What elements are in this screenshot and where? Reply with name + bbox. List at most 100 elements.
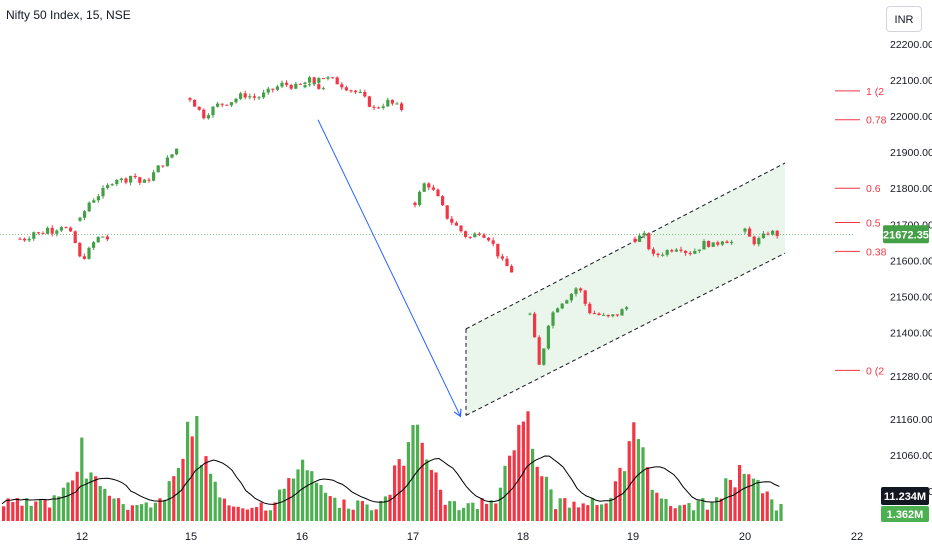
candle-body xyxy=(597,313,601,315)
volume-bar xyxy=(374,509,378,521)
volume-bar xyxy=(669,506,673,521)
volume-bar xyxy=(673,508,677,521)
volume-bar xyxy=(2,506,6,521)
volume-bar xyxy=(618,467,622,521)
volume-bar xyxy=(613,481,617,521)
candle-body xyxy=(101,236,105,238)
volume-bar xyxy=(650,489,654,521)
candle-body xyxy=(633,238,637,242)
candle-body xyxy=(583,290,587,304)
candle-body xyxy=(656,253,660,256)
x-tick-label: 19 xyxy=(627,531,639,543)
volume-bar xyxy=(678,505,682,521)
volume-bar xyxy=(480,498,484,521)
candle-body xyxy=(234,98,238,103)
candle-body xyxy=(358,91,362,93)
candle-body xyxy=(142,179,146,183)
volume-bar xyxy=(15,498,19,521)
candle-body xyxy=(743,228,747,232)
trend-arrow xyxy=(317,119,460,416)
volume-bar xyxy=(590,497,594,521)
candle-body xyxy=(317,78,321,83)
candle-body xyxy=(651,249,655,254)
volume-bar xyxy=(747,474,751,521)
candle-body xyxy=(367,96,371,107)
volume-bar xyxy=(632,422,636,521)
volume-bar xyxy=(774,510,778,521)
volume-bar xyxy=(287,478,291,521)
candle-body xyxy=(257,97,261,99)
candle-body xyxy=(711,242,715,247)
volume-bar xyxy=(268,510,272,521)
volume-ma-tag-text: 1.362M xyxy=(887,509,924,521)
volume-bar xyxy=(779,503,783,521)
candle-body xyxy=(87,202,91,212)
currency-button[interactable]: INR xyxy=(886,6,922,32)
volume-bar xyxy=(213,481,217,521)
candle-body xyxy=(642,233,646,236)
candle-body xyxy=(542,348,546,365)
volume-bar xyxy=(475,509,479,521)
volume-bar xyxy=(462,507,466,521)
candle-body xyxy=(105,236,109,240)
candle-body xyxy=(156,165,160,173)
volume-bar xyxy=(43,499,47,521)
candle-body xyxy=(606,314,610,317)
volume-bar xyxy=(563,498,567,521)
candle-body xyxy=(216,103,220,107)
volume-bar xyxy=(715,497,719,521)
volume-bar xyxy=(314,482,318,521)
candle-body xyxy=(427,183,431,188)
volume-bar xyxy=(489,500,493,521)
volume-bar xyxy=(379,500,383,521)
candle-body xyxy=(175,148,179,155)
volume-bar xyxy=(310,471,314,521)
volume-bar xyxy=(52,495,56,521)
candle-body xyxy=(73,231,77,243)
volume-bar xyxy=(319,484,323,521)
volume-bar xyxy=(434,472,438,521)
volume-bar xyxy=(554,509,558,521)
candle-body xyxy=(574,288,578,294)
candle-body xyxy=(537,337,541,365)
candle-body xyxy=(312,77,316,85)
candle-body xyxy=(119,178,123,180)
volume-bar xyxy=(572,501,576,521)
candle-body xyxy=(83,211,87,218)
y-tick-label: 21800.00 xyxy=(890,183,932,195)
candle-body xyxy=(761,233,765,239)
candle-body xyxy=(252,96,256,98)
candle-body xyxy=(243,93,247,98)
candle-body xyxy=(64,227,68,229)
volume-bar xyxy=(273,502,277,521)
volume-bar xyxy=(245,509,249,521)
candle-body xyxy=(262,92,266,98)
candle-body xyxy=(271,88,275,90)
candle-body xyxy=(220,103,224,105)
candle-body xyxy=(239,93,243,99)
volume-bar xyxy=(337,507,341,521)
volume-bar xyxy=(659,498,663,521)
volume-bar xyxy=(705,509,709,521)
candle-body xyxy=(569,293,573,301)
volume-bar xyxy=(388,494,392,521)
candle-body xyxy=(556,308,560,313)
volume-bar xyxy=(130,505,134,521)
candle-body xyxy=(395,103,399,105)
volume-bar xyxy=(765,491,769,521)
volume-bar xyxy=(264,510,268,521)
volume-bar xyxy=(701,498,705,521)
candle-body xyxy=(317,84,321,89)
y-tick-label: 21400.00 xyxy=(890,327,932,339)
volume-bar xyxy=(209,473,213,521)
volume-bar xyxy=(38,498,42,521)
candle-body xyxy=(115,179,119,185)
volume-bar xyxy=(107,495,111,521)
volume-bar xyxy=(342,499,346,521)
x-tick-label: 20 xyxy=(739,531,751,543)
volume-bar xyxy=(728,479,732,521)
candle-body xyxy=(431,187,435,190)
candle-body xyxy=(275,86,279,90)
candle-body xyxy=(482,234,486,238)
